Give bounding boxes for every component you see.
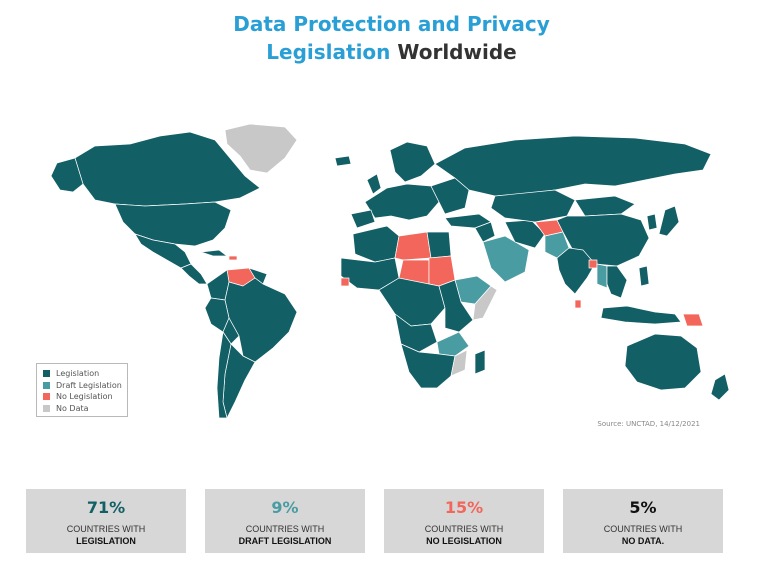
- stat-line-1: COUNTRIES WITH: [603, 524, 683, 534]
- stat-percent: 5%: [629, 498, 657, 517]
- legend-item: No Legislation: [43, 391, 121, 403]
- region-east-africa-draft: [436, 331, 470, 357]
- region-indonesia: [600, 305, 682, 325]
- region-libya: [394, 231, 432, 261]
- region-north-africa-west: [352, 225, 400, 263]
- region-central-africa: [378, 277, 446, 327]
- legend-label: Legislation: [56, 369, 100, 379]
- legend-item: Legislation: [43, 368, 121, 380]
- stat-percent: 9%: [271, 498, 299, 517]
- legend-item: No Data: [43, 403, 121, 415]
- region-philippines: [638, 265, 650, 287]
- stat-line-1: COUNTRIES WITH: [66, 524, 146, 534]
- legend-label: Draft Legislation: [56, 380, 122, 390]
- legend-label: No Data: [56, 403, 89, 413]
- legend-item: Draft Legislation: [43, 380, 122, 392]
- region-east-africa: [438, 279, 474, 333]
- region-western-europe: [364, 183, 440, 221]
- title-line-2-dark: Worldwide: [397, 40, 517, 64]
- region-korea: [646, 213, 658, 231]
- region-chile: [216, 331, 232, 419]
- stat-line-1: COUNTRIES WITH: [245, 524, 325, 534]
- stat-line-2: NO DATA.: [621, 536, 665, 546]
- region-central-america: [180, 263, 208, 285]
- region-india: [556, 247, 596, 295]
- region-alaska: [50, 157, 84, 193]
- stat-percent: 71%: [86, 498, 126, 517]
- title-line-2: Legislation Worldwide: [266, 40, 516, 64]
- region-west-africa-no-legislation: [340, 277, 350, 287]
- region-sri-lanka: [574, 299, 582, 309]
- region-southeast-asia: [606, 265, 628, 299]
- map-legend: Legislation Draft Legislation No Legisla…: [36, 363, 128, 417]
- region-madagascar: [474, 349, 486, 375]
- legend-swatch-draft-legislation: [43, 381, 50, 389]
- region-greenland: [224, 123, 298, 174]
- region-canada: [74, 131, 261, 207]
- region-bangladesh: [588, 259, 598, 269]
- region-papua-new-guinea: [682, 313, 704, 327]
- stat-line-2: LEGISLATION: [76, 536, 136, 546]
- stat-card-draft-legislation: 9% COUNTRIES WITH DRAFT LEGISLATION: [205, 489, 365, 553]
- legend-swatch-legislation: [43, 370, 50, 378]
- region-cuba: [200, 249, 228, 257]
- region-new-zealand: [710, 373, 730, 401]
- region-iceland: [334, 155, 352, 167]
- region-japan: [658, 205, 680, 237]
- page-title: Data Protection and Privacy Legislation …: [0, 10, 783, 66]
- stat-card-legislation: 71% COUNTRIES WITH LEGISLATION: [26, 489, 186, 553]
- stat-percent: 15%: [444, 498, 484, 517]
- region-myanmar: [596, 263, 608, 289]
- region-caribbean-no-legislation: [228, 255, 238, 261]
- region-central-asia: [490, 189, 576, 223]
- title-line-2-accent: Legislation: [266, 40, 391, 64]
- region-mozambique: [450, 349, 468, 377]
- title-line-1: Data Protection and Privacy: [233, 12, 550, 36]
- world-map: [50, 123, 730, 419]
- stat-card-no-data: 5% COUNTRIES WITH NO DATA.: [563, 489, 723, 553]
- region-scandinavia: [389, 141, 436, 183]
- region-iberia: [350, 209, 376, 229]
- stat-card-no-legislation: 15% COUNTRIES WITH NO LEGISLATION: [384, 489, 544, 553]
- legend-swatch-no-legislation: [43, 393, 50, 401]
- region-brazil: [224, 277, 298, 363]
- region-somalia: [472, 285, 498, 321]
- region-arabia: [482, 235, 530, 283]
- region-uk: [366, 173, 382, 195]
- region-levant: [474, 221, 496, 243]
- stat-line-1: COUNTRIES WITH: [424, 524, 504, 534]
- region-usa: [114, 201, 232, 247]
- region-russia: [434, 135, 712, 197]
- source-note: Source: UNCTAD, 14/12/2021: [597, 420, 700, 428]
- legend-label: No Legislation: [56, 392, 113, 402]
- stat-line-2: DRAFT LEGISLATION: [238, 536, 332, 546]
- stat-line-2: NO LEGISLATION: [426, 536, 502, 546]
- legend-swatch-no-data: [43, 404, 50, 412]
- region-australia: [624, 333, 702, 391]
- region-egypt: [426, 231, 452, 259]
- region-mongolia: [574, 195, 636, 217]
